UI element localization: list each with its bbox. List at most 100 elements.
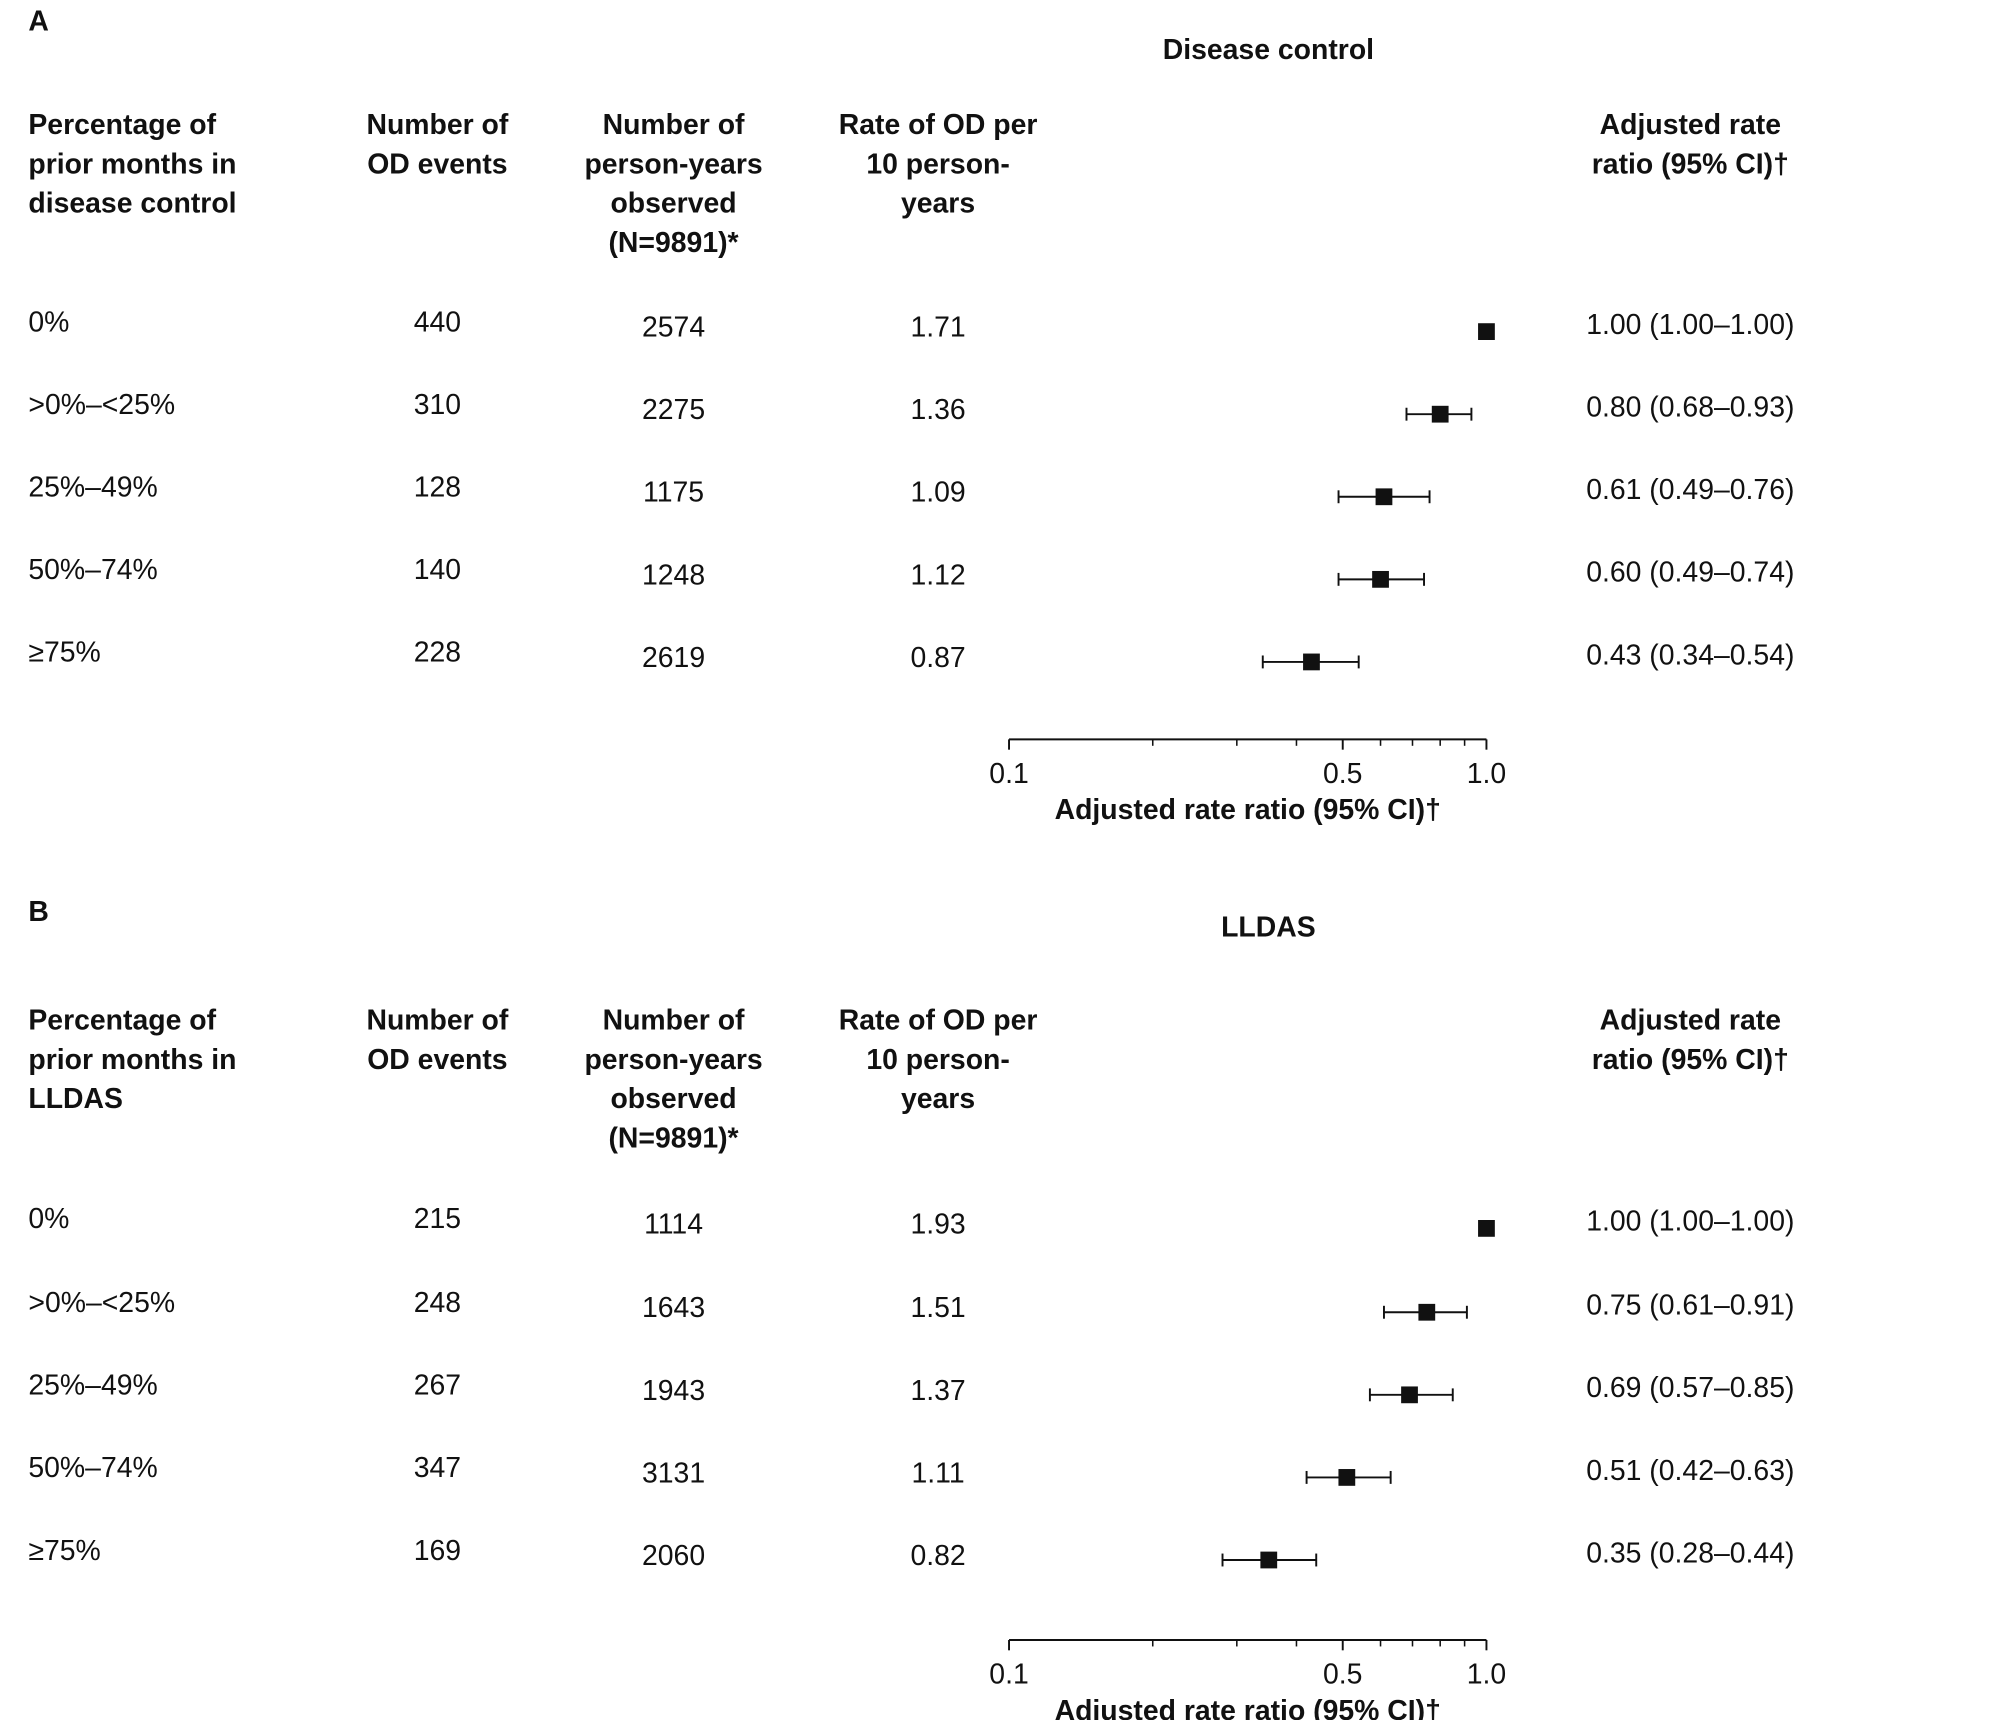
column-header: person-years	[584, 148, 762, 180]
events-cell: 347	[414, 1452, 461, 1484]
column-header: Number of	[603, 1004, 745, 1036]
point-estimate	[1401, 1386, 1418, 1404]
person-years-cell: 1248	[642, 559, 705, 591]
column-header: years	[901, 188, 975, 220]
column-header: Adjusted rate	[1600, 109, 1781, 141]
ratio-label: 0.69 (0.57–0.85)	[1586, 1372, 1794, 1404]
row-label: 0%	[28, 306, 69, 338]
row-label: >0%–<25%	[28, 1287, 175, 1319]
point-estimate	[1303, 653, 1320, 671]
x-tick-label: 0.1	[989, 758, 1028, 790]
events-cell: 169	[414, 1535, 461, 1567]
ratio-label: 1.00 (1.00–1.00)	[1586, 1206, 1794, 1238]
column-header: OD events	[367, 1044, 507, 1076]
chart-title: LLDAS	[1221, 912, 1316, 944]
row-label: 50%–74%	[28, 554, 157, 586]
point-estimate	[1372, 570, 1389, 588]
person-years-cell: 2060	[642, 1540, 705, 1572]
row-label: ≥75%	[28, 637, 100, 669]
events-cell: 215	[414, 1203, 461, 1235]
column-header: OD events	[367, 148, 507, 180]
rate-cell: 1.12	[910, 559, 965, 591]
column-header: observed	[610, 1083, 736, 1115]
column-header: Rate of OD per	[839, 1004, 1038, 1036]
point-estimate	[1418, 1303, 1436, 1321]
ratio-label: 0.43 (0.34–0.54)	[1586, 639, 1794, 671]
row-label: 25%–49%	[28, 472, 157, 504]
chart-title: Disease control	[1163, 34, 1374, 66]
column-header: Number of	[603, 109, 745, 141]
x-tick-label: 0.1	[989, 1659, 1028, 1691]
ratio-label: 0.35 (0.28–0.44)	[1586, 1537, 1794, 1569]
column-header: person-years	[584, 1044, 762, 1076]
panel-label: A	[28, 6, 49, 38]
column-header: 10 person-	[866, 148, 1010, 180]
column-header: Adjusted rate	[1600, 1004, 1781, 1036]
point-estimate	[1431, 405, 1449, 423]
x-tick-label: 0.5	[1323, 1659, 1362, 1691]
x-axis-label: Adjusted rate ratio (95% CI)†	[1055, 794, 1441, 826]
rate-cell: 1.36	[910, 394, 965, 426]
column-header: Percentage of	[28, 109, 216, 141]
rate-cell: 1.93	[910, 1208, 965, 1240]
person-years-cell: 3131	[642, 1457, 705, 1489]
person-years-cell: 1114	[644, 1208, 703, 1240]
events-cell: 140	[414, 554, 461, 586]
row-label: 0%	[28, 1203, 69, 1235]
rate-cell: 1.37	[910, 1375, 965, 1407]
events-cell: 440	[414, 306, 461, 338]
column-header: Number of	[366, 1004, 508, 1036]
person-years-cell: 2619	[642, 642, 705, 674]
column-header: prior months in	[28, 1044, 236, 1076]
x-tick-label: 1.0	[1467, 1659, 1506, 1691]
row-label: 25%–49%	[28, 1370, 157, 1402]
ratio-label: 0.61 (0.49–0.76)	[1586, 474, 1794, 506]
point-estimate	[1260, 1551, 1278, 1569]
ratio-label: 0.60 (0.49–0.74)	[1586, 557, 1794, 589]
column-header: ratio (95% CI)†	[1592, 148, 1789, 180]
column-header: (N=9891)*	[608, 227, 739, 259]
x-tick-label: 1.0	[1467, 758, 1506, 790]
events-cell: 128	[414, 472, 461, 504]
person-years-cell: 2574	[642, 312, 705, 344]
rate-cell: 1.71	[910, 312, 965, 344]
ratio-label: 0.80 (0.68–0.93)	[1586, 392, 1794, 424]
rate-cell: 1.11	[912, 1457, 965, 1489]
column-header: LLDAS	[28, 1083, 123, 1115]
point-estimate	[1375, 488, 1393, 506]
person-years-cell: 1175	[643, 477, 704, 509]
column-header: ratio (95% CI)†	[1592, 1044, 1789, 1076]
events-cell: 248	[414, 1287, 461, 1319]
rate-cell: 0.87	[910, 642, 965, 674]
ratio-label: 0.75 (0.61–0.91)	[1586, 1290, 1794, 1322]
x-tick-label: 0.5	[1323, 758, 1362, 790]
column-header: disease control	[28, 188, 236, 220]
row-label: 50%–74%	[28, 1452, 157, 1484]
column-header: (N=9891)*	[608, 1123, 739, 1155]
panel-label: B	[28, 896, 49, 928]
person-years-cell: 2275	[642, 394, 705, 426]
point-estimate	[1478, 1220, 1495, 1237]
point-estimate	[1338, 1469, 1356, 1486]
column-header: Percentage of	[28, 1004, 216, 1036]
column-header: observed	[610, 188, 736, 220]
events-cell: 310	[414, 389, 461, 421]
column-header: years	[901, 1083, 975, 1115]
rate-cell: 1.51	[910, 1292, 965, 1324]
row-label: >0%–<25%	[28, 389, 175, 421]
ratio-label: 1.00 (1.00–1.00)	[1586, 309, 1794, 341]
rate-cell: 1.09	[910, 477, 965, 509]
events-cell: 267	[414, 1370, 461, 1402]
rate-cell: 0.82	[910, 1540, 965, 1572]
point-estimate	[1478, 323, 1495, 340]
column-header: Rate of OD per	[839, 109, 1038, 141]
person-years-cell: 1943	[642, 1375, 705, 1407]
column-header: Number of	[366, 109, 508, 141]
person-years-cell: 1643	[642, 1292, 705, 1324]
ratio-label: 0.51 (0.42–0.63)	[1586, 1455, 1794, 1487]
x-axis-label: Adjusted rate ratio (95% CI)†	[1055, 1695, 1441, 1720]
row-label: ≥75%	[28, 1535, 100, 1567]
events-cell: 228	[414, 637, 461, 669]
